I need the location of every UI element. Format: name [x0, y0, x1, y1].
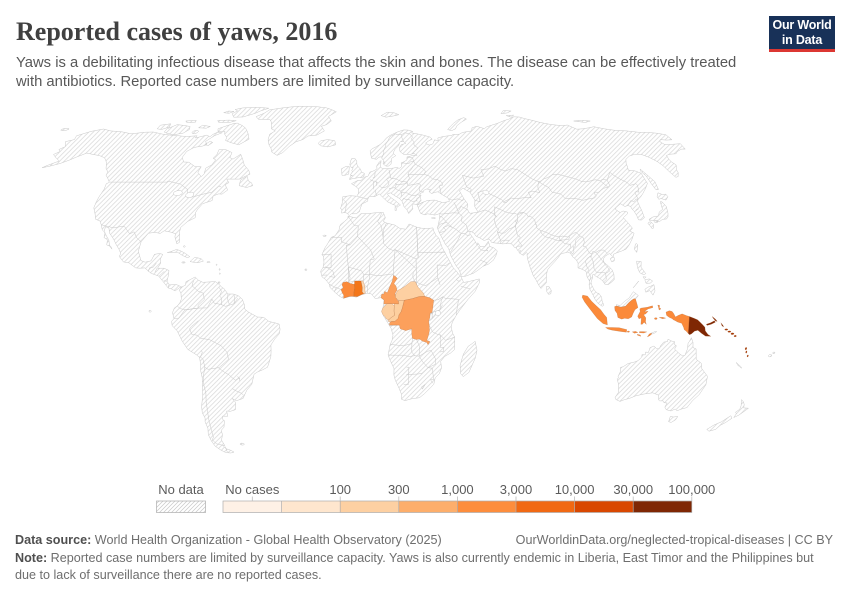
svg-text:No data: No data [158, 482, 204, 497]
svg-text:30,000: 30,000 [613, 482, 653, 497]
svg-text:300: 300 [388, 482, 410, 497]
svg-text:100,000: 100,000 [668, 482, 715, 497]
svg-text:10,000: 10,000 [555, 482, 595, 497]
svg-text:No cases: No cases [225, 482, 280, 497]
svg-text:100: 100 [329, 482, 351, 497]
svg-text:1,000: 1,000 [441, 482, 474, 497]
svg-text:3,000: 3,000 [500, 482, 533, 497]
